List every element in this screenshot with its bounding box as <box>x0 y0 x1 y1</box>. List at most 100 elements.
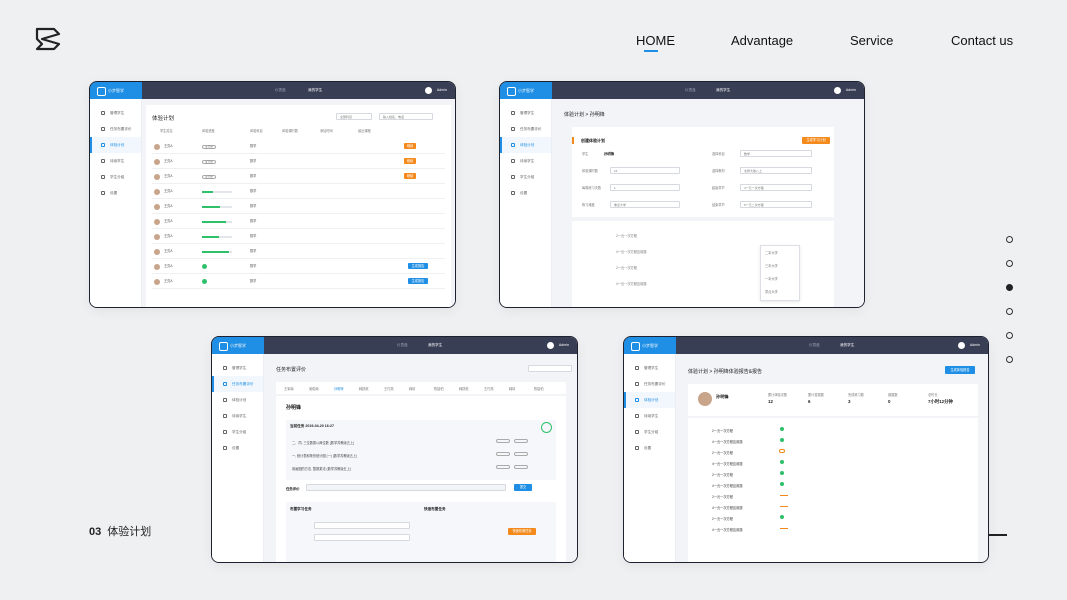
topnav-students[interactable]: 我的学生 <box>716 88 731 92</box>
sidebar-item-manage[interactable]: 管理学生 <box>500 105 551 121</box>
pager-dot[interactable] <box>1006 308 1013 315</box>
task-action-button[interactable] <box>514 465 528 469</box>
admin-menu[interactable]: Admin <box>833 82 856 99</box>
field-input[interactable]: 5一元二次方程 <box>740 201 812 208</box>
plan-row-text: 2一元一次方程 <box>616 234 637 238</box>
task-action-button[interactable] <box>496 452 510 456</box>
nav-service[interactable]: Service <box>850 33 893 53</box>
sidebar-item-settings[interactable]: 设置 <box>212 440 263 456</box>
tab-student[interactable]: 孙明锋 <box>334 387 344 391</box>
topnav-dashboard[interactable]: 仪表盘 <box>275 88 286 92</box>
dropdown-option[interactable]: 重点大学 <box>765 290 778 294</box>
sidebar-item-manage[interactable]: 管理学生 <box>212 360 263 376</box>
subject-filter[interactable]: 全部科目 <box>336 113 372 120</box>
field-input[interactable]: 4一元一次方程 <box>740 184 812 191</box>
table-row: 王亮A 数学 <box>152 229 445 244</box>
tab-student[interactable]: 陈铭柏 <box>434 387 444 391</box>
task-select[interactable] <box>314 534 410 541</box>
sidebar-item-manage[interactable]: 管理学生 <box>90 105 141 121</box>
field-input[interactable]: 北师大版八上 <box>740 167 812 174</box>
nav-contact-label: Contact us <box>951 33 1014 48</box>
nav-home[interactable]: HOME <box>636 33 675 53</box>
delete-link[interactable] <box>820 265 826 268</box>
admin-menu[interactable]: Admin <box>424 82 447 99</box>
sidebar-item-pending[interactable]: 待续学生 <box>212 408 263 424</box>
task-action-button[interactable] <box>496 465 510 469</box>
task-action-button[interactable] <box>514 439 528 443</box>
report-button[interactable]: 生成报告 <box>408 263 428 269</box>
tab-student[interactable]: 王巧燕 <box>484 387 494 391</box>
dropdown-option[interactable]: 三本大学 <box>765 264 778 268</box>
admin-menu[interactable]: Admin <box>957 337 980 354</box>
continue-button[interactable]: 继续 <box>404 143 416 149</box>
submit-button[interactable]: 提交 <box>514 484 532 491</box>
tab-student[interactable]: 陈铭柏 <box>534 387 544 391</box>
task-action-button[interactable] <box>514 452 528 456</box>
sidebar-item-settings[interactable]: 设置 <box>624 440 675 456</box>
pager-dot[interactable] <box>1006 260 1013 267</box>
pager-dot[interactable] <box>1006 356 1013 363</box>
sidebar-item-plan[interactable]: 体验计划 <box>500 137 551 153</box>
tab-student[interactable]: 王军南 <box>284 387 294 391</box>
sidebar-item-manage[interactable]: 管理学生 <box>624 360 675 376</box>
tab-student[interactable]: 韩跃航 <box>359 387 369 391</box>
sidebar-item-settings[interactable]: 设置 <box>500 185 551 201</box>
sidebar-item-tasks[interactable]: 任务布置评价 <box>212 376 263 392</box>
sidebar-item-groups[interactable]: 学生分组 <box>624 424 675 440</box>
sidebar-item-groups[interactable]: 学生分组 <box>500 169 551 185</box>
delete-link[interactable] <box>820 233 826 236</box>
sidebar-item-pending[interactable]: 待续学生 <box>90 153 141 169</box>
generate-plan-button[interactable]: 生成学习计划 <box>802 137 830 144</box>
task-action-button[interactable] <box>496 439 510 443</box>
sidebar-item-plan[interactable]: 体验计划 <box>90 137 141 153</box>
admin-menu[interactable]: Admin <box>546 337 569 354</box>
delete-link[interactable] <box>820 281 826 284</box>
sidebar-item-groups[interactable]: 学生分组 <box>90 169 141 185</box>
sidebar-item-pending[interactable]: 待续学生 <box>500 153 551 169</box>
brand-logo-icon[interactable] <box>34 26 62 52</box>
nav-advantage[interactable]: Advantage <box>731 33 793 53</box>
quick-assign-button[interactable]: 快速布置任务 <box>508 528 536 535</box>
field-input[interactable]: 重点大学 <box>610 201 680 208</box>
tab-student[interactable]: 韩晴 <box>409 387 416 391</box>
task-select[interactable] <box>314 522 410 529</box>
comment-input[interactable] <box>306 484 506 491</box>
tab-student[interactable]: 王巧燕 <box>384 387 394 391</box>
sidebar-item-plan[interactable]: 体验计划 <box>624 392 675 408</box>
gear-icon <box>511 191 515 195</box>
sidebar-item-groups[interactable]: 学生分组 <box>212 424 263 440</box>
nav-contact[interactable]: Contact us <box>951 33 1013 53</box>
sidebar-item-settings[interactable]: 设置 <box>90 185 141 201</box>
tab-student[interactable]: 韩晴 <box>509 387 516 391</box>
topnav-dashboard[interactable]: 仪表盘 <box>809 343 820 347</box>
sidebar-item-plan[interactable]: 体验计划 <box>212 392 263 408</box>
search-input[interactable]: 输入姓名、电话 <box>379 113 433 120</box>
report-button[interactable]: 生成报告 <box>408 278 428 284</box>
delete-link[interactable] <box>820 249 826 252</box>
dropdown-option[interactable]: 二本大学 <box>765 251 778 255</box>
topnav-dashboard[interactable]: 仪表盘 <box>397 343 408 347</box>
sidebar-item-pending[interactable]: 待续学生 <box>624 408 675 424</box>
search-input[interactable] <box>528 365 572 372</box>
topnav-students[interactable]: 我的学生 <box>428 343 443 347</box>
field-input[interactable]: 15 <box>610 167 680 174</box>
avatar <box>154 173 160 180</box>
topnav-dashboard[interactable]: 仪表盘 <box>685 88 696 92</box>
tab-student[interactable]: 吴俊南 <box>309 387 319 391</box>
continue-button[interactable]: 继续 <box>404 158 416 164</box>
tab-student[interactable]: 韩跃航 <box>459 387 469 391</box>
dropdown-option[interactable]: 一本大学 <box>765 277 778 281</box>
sidebar-item-tasks[interactable]: 任务布置评价 <box>90 121 141 137</box>
sidebar-item-tasks[interactable]: 任务布置评价 <box>500 121 551 137</box>
topnav-students[interactable]: 我的学生 <box>840 343 855 347</box>
field-input[interactable]: 数学 <box>740 150 812 157</box>
pager-dot-active[interactable] <box>1006 284 1013 291</box>
difficulty-dropdown[interactable]: 二本大学 三本大学 一本大学 重点大学 <box>760 245 800 301</box>
pager-dot[interactable] <box>1006 236 1013 243</box>
continue-button[interactable]: 继续 <box>404 173 416 179</box>
generate-report-button[interactable]: 生成体验报告 <box>945 366 975 374</box>
topnav-students[interactable]: 我的学生 <box>308 88 323 92</box>
sidebar-item-tasks[interactable]: 任务布置评价 <box>624 376 675 392</box>
field-input[interactable]: 1 <box>610 184 680 191</box>
pager-dot[interactable] <box>1006 332 1013 339</box>
